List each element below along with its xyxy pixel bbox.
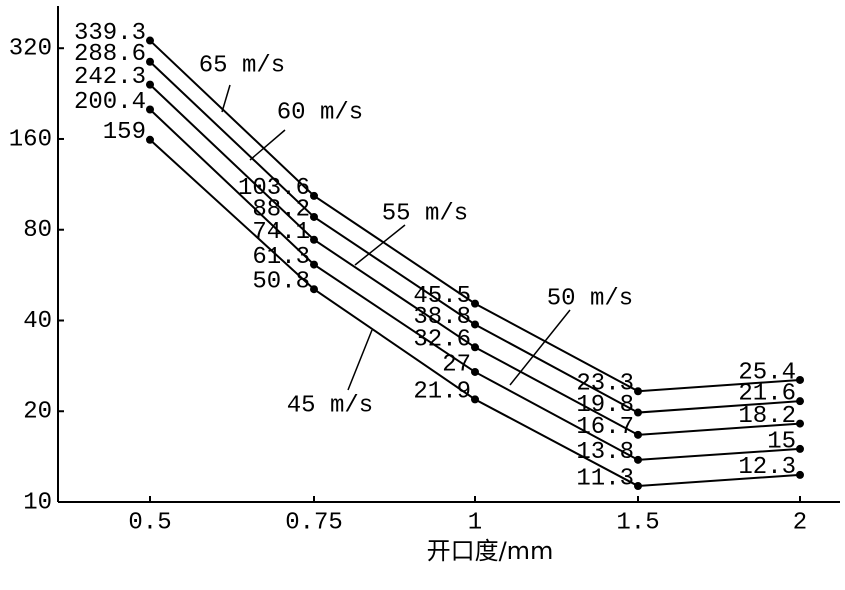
data-point bbox=[146, 36, 154, 45]
data-point bbox=[146, 57, 154, 66]
data-label: 200.4 bbox=[74, 89, 146, 116]
x-tick-label: 0.75 bbox=[285, 509, 343, 536]
data-label: 16.7 bbox=[576, 414, 634, 441]
data-point bbox=[310, 235, 318, 244]
x-tick-label: 1 bbox=[468, 509, 482, 536]
data-label: 25.4 bbox=[738, 359, 796, 386]
data-point bbox=[146, 105, 154, 114]
series-name: 50 m/s bbox=[547, 285, 633, 312]
data-point bbox=[146, 135, 154, 144]
x-axis-label: 开口度/mm bbox=[427, 537, 554, 565]
data-point bbox=[796, 470, 804, 479]
y-tick-label: 160 bbox=[9, 126, 52, 153]
data-label: 12.3 bbox=[738, 454, 796, 481]
data-label: 21.9 bbox=[413, 379, 471, 406]
data-point bbox=[310, 260, 318, 269]
series-line bbox=[149, 39, 801, 393]
data-point bbox=[796, 444, 804, 453]
series-name: 60 m/s bbox=[277, 99, 363, 126]
data-label: 19.8 bbox=[576, 392, 634, 419]
series-line bbox=[149, 83, 801, 436]
y-tick-label: 40 bbox=[23, 308, 52, 335]
data-label: 159 bbox=[103, 119, 146, 146]
y-tick-label: 20 bbox=[23, 399, 52, 426]
data-point bbox=[634, 481, 642, 490]
data-label: 61.3 bbox=[252, 244, 310, 271]
data-point bbox=[471, 395, 479, 404]
y-tick-label: 80 bbox=[23, 217, 52, 244]
y-tick-label: 320 bbox=[9, 36, 52, 63]
x-tick-label: 2 bbox=[793, 509, 807, 536]
leader-line bbox=[509, 309, 571, 386]
x-tick-label: 1.5 bbox=[616, 509, 659, 536]
data-label: 18.2 bbox=[738, 403, 796, 430]
data-point bbox=[471, 343, 479, 352]
data-point bbox=[471, 299, 479, 308]
data-point bbox=[310, 285, 318, 294]
data-label: 50.8 bbox=[252, 269, 310, 296]
data-label: 11.3 bbox=[576, 465, 634, 492]
data-label: 21.6 bbox=[738, 381, 796, 408]
data-label: 27 bbox=[442, 351, 471, 378]
data-point bbox=[634, 455, 642, 464]
leader-line bbox=[249, 129, 286, 161]
data-point bbox=[796, 419, 804, 428]
data-label: 288.6 bbox=[74, 41, 146, 68]
series-line bbox=[149, 61, 801, 414]
y-tick-label: 10 bbox=[23, 489, 52, 516]
data-point bbox=[471, 367, 479, 376]
data-point bbox=[471, 320, 479, 329]
data-point bbox=[634, 387, 642, 396]
data-label: 45.5 bbox=[413, 283, 471, 310]
series-name: 45 m/s bbox=[287, 392, 373, 419]
data-point bbox=[146, 80, 154, 89]
data-point bbox=[634, 430, 642, 439]
data-point bbox=[796, 397, 804, 406]
data-label: 242.3 bbox=[74, 64, 146, 91]
data-label: 339.3 bbox=[74, 20, 146, 47]
leader-line bbox=[354, 224, 406, 266]
data-point bbox=[310, 212, 318, 221]
leader-line bbox=[221, 84, 231, 113]
data-point bbox=[634, 408, 642, 417]
series-name: 65 m/s bbox=[199, 52, 285, 79]
data-label: 15 bbox=[767, 428, 796, 455]
x-tick-label: 0.5 bbox=[128, 509, 171, 536]
data-label: 13.8 bbox=[576, 439, 634, 466]
data-point bbox=[796, 375, 804, 384]
leader-line bbox=[347, 329, 373, 391]
series-name: 55 m/s bbox=[382, 200, 468, 227]
data-point bbox=[310, 191, 318, 200]
